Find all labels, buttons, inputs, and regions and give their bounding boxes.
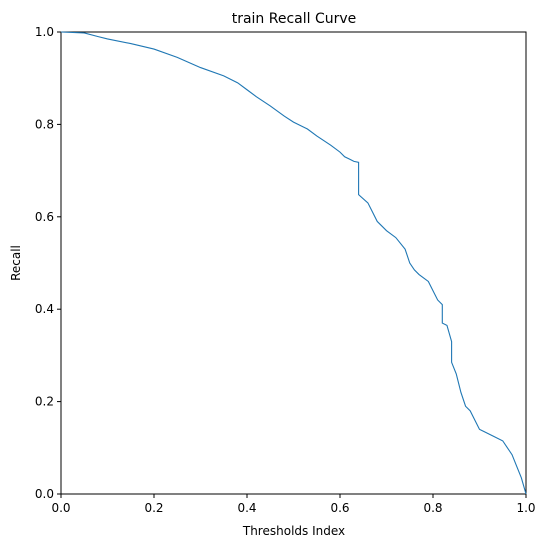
recall-series-line [60,31,527,495]
x-tick-label: 0.8 [423,501,442,515]
x-tick-label: 0.0 [51,501,70,515]
plot-area [60,31,527,495]
y-axis: 0.0 0.2 0.4 0.6 0.8 1.0 [35,25,61,501]
x-tick-label: 0.6 [330,501,349,515]
x-tick-label: 0.2 [144,501,163,515]
y-tick-label: 1.0 [35,25,54,39]
plot-frame [60,31,527,495]
x-axis: 0.0 0.2 0.4 0.6 0.8 1.0 [51,494,536,515]
y-tick-label: 0.2 [35,395,54,409]
y-tick-label: 0.8 [35,117,54,131]
y-tick-label: 0.6 [35,210,54,224]
y-axis-label: Recall [9,245,23,281]
y-tick-label: 0.4 [35,302,54,316]
x-tick-label: 0.4 [237,501,256,515]
x-axis-label: Thresholds Index [242,524,345,538]
chart-title: train Recall Curve [232,11,357,27]
x-tick-label: 1.0 [516,501,535,515]
y-tick-label: 0.0 [35,487,54,501]
